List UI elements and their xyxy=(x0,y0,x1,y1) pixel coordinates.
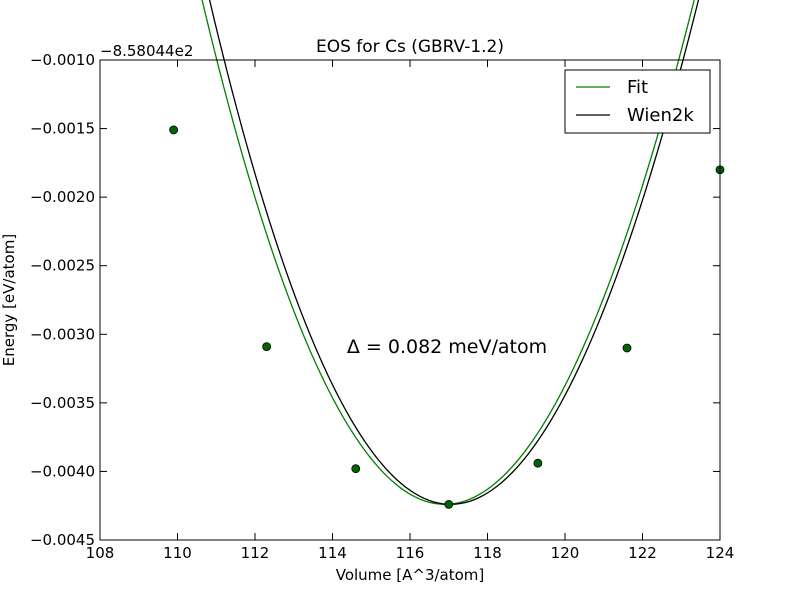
x-axis: 108 110 112 114 116 118 120 122 124 xyxy=(86,60,735,562)
data-point xyxy=(622,343,632,353)
x-tick-label: 112 xyxy=(241,544,270,562)
x-tick-label: 108 xyxy=(86,544,115,562)
y-tick-label: −0.0010 xyxy=(30,51,95,69)
x-tick-label: 120 xyxy=(551,544,580,562)
y-tick-label: −0.0045 xyxy=(30,531,95,549)
x-axis-label: Volume [A^3/atom] xyxy=(336,566,485,584)
y-tick-label: −0.0040 xyxy=(30,462,95,480)
y-tick-label: −0.0025 xyxy=(30,257,95,275)
x-tick-label: 110 xyxy=(163,544,192,562)
y-tick-label: −0.0030 xyxy=(30,325,95,343)
x-tick-label: 118 xyxy=(473,544,502,562)
data-point xyxy=(262,342,272,352)
data-point xyxy=(351,464,361,474)
data-point xyxy=(444,499,454,509)
y-offset-label: −8.58044e2 xyxy=(100,42,193,60)
y-axis: −0.0010 −0.0015 −0.0020 −0.0025 −0.0030 −0.00… xyxy=(30,51,720,549)
data-point xyxy=(533,458,543,468)
x-tick-label: 124 xyxy=(706,544,735,562)
x-tick-label: 114 xyxy=(318,544,347,562)
delta-annotation: Δ = 0.082 meV/atom xyxy=(347,336,547,358)
y-tick-label: −0.0035 xyxy=(30,394,95,412)
data-points xyxy=(169,125,725,509)
legend-box xyxy=(564,69,711,134)
legend-label-fit: Fit xyxy=(627,77,648,98)
legend: Fit Wien2k xyxy=(564,69,711,134)
data-point xyxy=(169,125,179,135)
y-tick-label: −0.0020 xyxy=(30,188,95,206)
y-tick-label: −0.0015 xyxy=(30,120,95,138)
chart-title: EOS for Cs (GBRV-1.2) xyxy=(316,37,504,57)
x-tick-label: 116 xyxy=(396,544,425,562)
legend-label-wien2k: Wien2k xyxy=(627,105,694,126)
y-axis-label: Energy [eV/atom] xyxy=(0,234,18,366)
x-tick-label: 122 xyxy=(628,544,657,562)
